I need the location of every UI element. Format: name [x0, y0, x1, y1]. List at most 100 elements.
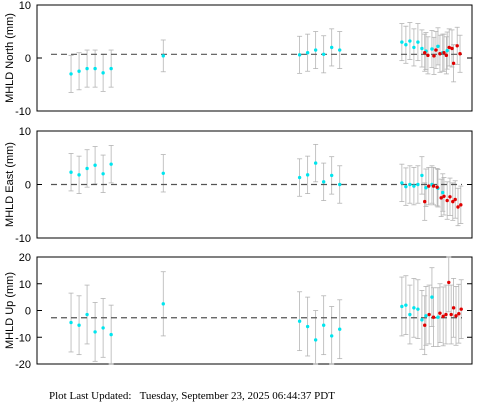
data-point-red	[431, 315, 436, 319]
data-point-cyan	[69, 320, 73, 325]
data-point-red	[438, 311, 442, 315]
y-tick-label: 0	[25, 306, 31, 318]
data-point-cyan	[305, 324, 310, 329]
data-point-cyan	[430, 295, 434, 299]
data-point-cyan	[161, 54, 165, 58]
data-point-red	[459, 307, 463, 311]
data-point-red	[431, 184, 436, 188]
data-point-cyan	[338, 182, 342, 187]
data-point-cyan	[436, 44, 440, 49]
data-point-cyan	[313, 48, 318, 52]
data-point-red	[451, 61, 456, 65]
y-tick-label: -10	[15, 233, 31, 245]
data-point-cyan	[408, 312, 412, 317]
data-point-red	[445, 198, 449, 203]
data-point-cyan	[101, 71, 105, 75]
data-point-cyan	[424, 186, 428, 190]
data-point-cyan	[93, 163, 97, 167]
data-point-cyan	[297, 53, 302, 57]
data-point-cyan	[408, 39, 412, 43]
data-point-cyan	[69, 72, 73, 76]
data-point-cyan	[430, 47, 434, 51]
y-tick-label: 20	[19, 252, 31, 264]
data-point-cyan	[412, 45, 416, 50]
data-point-cyan	[85, 66, 89, 71]
data-point-cyan	[329, 45, 334, 50]
y-tick-label: 10	[19, 0, 31, 12]
data-point-red	[450, 46, 454, 51]
data-point-cyan	[313, 338, 318, 342]
data-point-cyan	[313, 161, 318, 165]
data-point-cyan	[109, 66, 113, 71]
plot-frame	[36, 4, 473, 112]
data-point-cyan	[77, 69, 81, 73]
data-point-cyan	[400, 304, 404, 309]
y-axis-label: MHLD East (mm)	[4, 142, 16, 227]
data-point-cyan	[445, 48, 449, 53]
data-point-cyan	[101, 172, 105, 176]
y-tick-label: -10	[15, 106, 31, 118]
y-tick-label: 10	[19, 279, 31, 291]
data-point-cyan	[93, 66, 97, 71]
data-point-cyan	[408, 182, 412, 187]
data-point-cyan	[77, 173, 81, 177]
data-point-cyan	[305, 173, 310, 177]
data-point-cyan	[321, 52, 326, 56]
data-point-cyan	[338, 48, 342, 52]
data-point-cyan	[338, 327, 342, 331]
data-point-red	[427, 312, 431, 317]
data-point-cyan	[321, 180, 326, 184]
data-point-cyan	[93, 330, 97, 334]
data-point-cyan	[85, 312, 89, 317]
data-point-red	[459, 203, 463, 207]
data-point-cyan	[85, 166, 89, 171]
data-point-cyan	[441, 190, 445, 195]
last-updated-value: Tuesday, September 23, 2025 06:44:37 PDT	[139, 390, 335, 402]
data-point-cyan	[404, 303, 408, 307]
data-point-cyan	[416, 40, 420, 44]
y-tick-label: 0	[25, 53, 31, 65]
y-tick-label: -10	[15, 332, 31, 344]
data-point-cyan	[161, 171, 165, 175]
data-point-red	[457, 312, 461, 316]
data-point-cyan	[297, 175, 302, 180]
data-point-cyan	[424, 314, 428, 318]
data-point-cyan	[404, 43, 408, 47]
data-point-cyan	[420, 46, 424, 51]
data-point-red	[454, 314, 458, 318]
plot-frame	[36, 256, 473, 365]
data-point-red	[458, 52, 462, 56]
data-point-cyan	[161, 302, 165, 306]
data-point-red	[426, 53, 430, 58]
y-tick-label: 10	[19, 126, 31, 138]
data-point-cyan	[412, 184, 416, 188]
data-point-cyan	[109, 332, 113, 337]
y-axis-label: MHLD North (mm)	[4, 13, 16, 103]
data-point-cyan	[109, 162, 113, 166]
data-point-cyan	[420, 318, 424, 322]
data-point-cyan	[329, 334, 334, 338]
y-axis-label: MHLD Up (mm)	[4, 272, 16, 349]
plot-footer: Plot Last Updated: Tuesday, September 23…	[49, 390, 335, 402]
y-tick-label: 0	[25, 180, 31, 192]
data-point-red	[441, 314, 445, 319]
data-point-red	[442, 51, 446, 55]
data-point-red	[444, 312, 448, 317]
data-point-cyan	[412, 306, 416, 310]
data-point-red	[439, 196, 443, 200]
data-point-cyan	[436, 315, 440, 319]
data-point-red	[435, 185, 439, 189]
data-point-cyan	[400, 40, 404, 44]
data-point-red	[451, 199, 455, 204]
data-point-red	[438, 52, 442, 56]
data-point-red	[432, 54, 436, 58]
data-point-cyan	[77, 323, 81, 327]
data-point-red	[448, 195, 452, 199]
data-point-cyan	[416, 182, 420, 187]
data-point-cyan	[101, 326, 105, 330]
data-point-red	[447, 45, 451, 50]
